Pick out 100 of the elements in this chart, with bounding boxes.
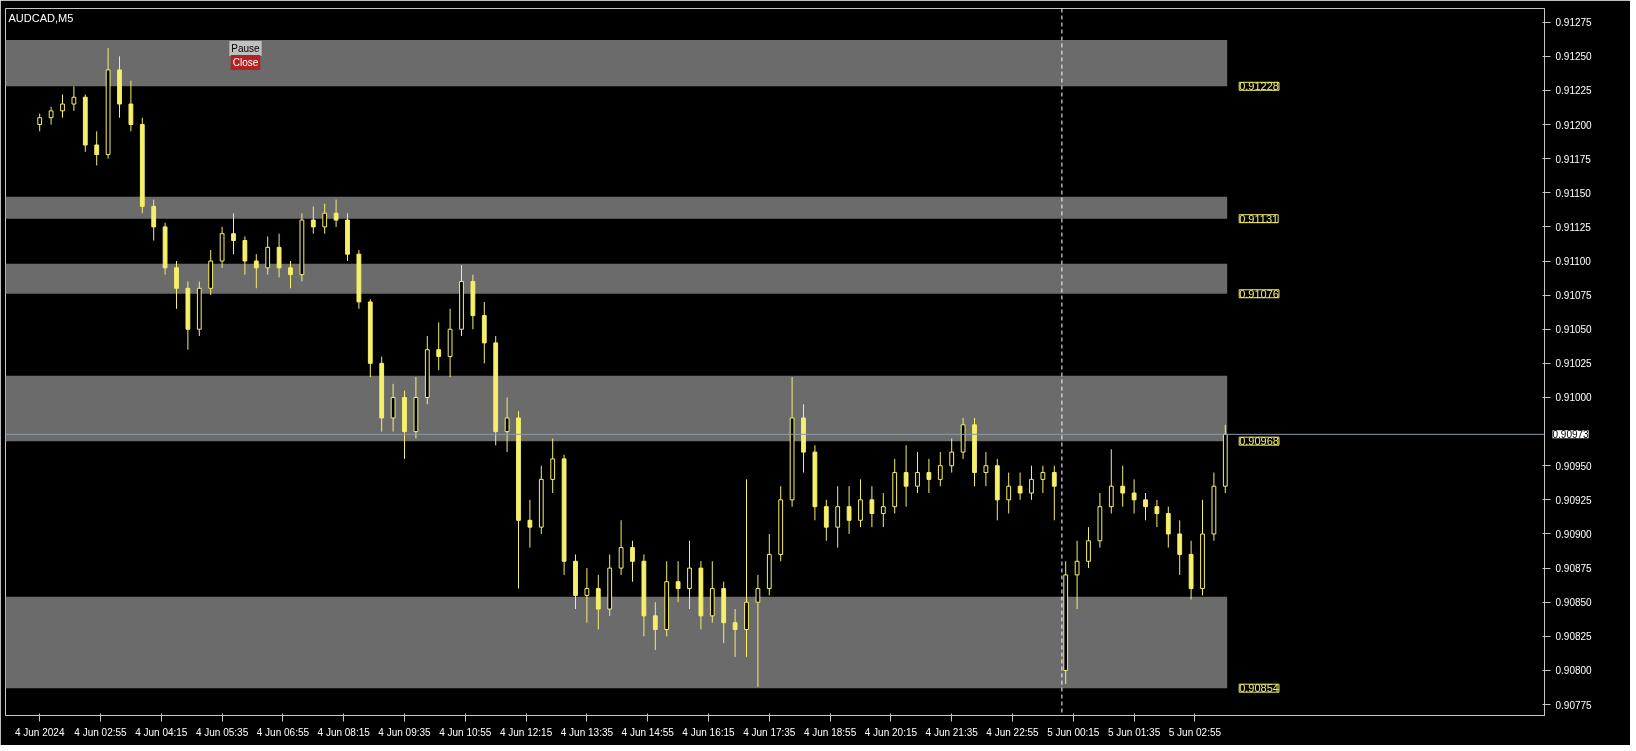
y-tick-label: 0.90775 xyxy=(1555,699,1593,711)
candlestick xyxy=(903,444,909,508)
candlestick xyxy=(1074,540,1080,610)
candlestick xyxy=(1131,478,1137,514)
candlestick xyxy=(231,212,236,255)
x-tick-label: 4 Jun 09:35 xyxy=(378,726,432,738)
candlestick xyxy=(835,485,841,549)
x-tick-label: 4 Jun 08:15 xyxy=(317,726,371,738)
candlestick xyxy=(128,80,134,132)
y-tick-label: 0.90800 xyxy=(1555,665,1593,677)
candlestick xyxy=(288,260,293,289)
candlestick xyxy=(937,451,943,487)
x-tick-label: 4 Jun 04:15 xyxy=(135,726,188,738)
x-tick-label: 4 Jun 13:35 xyxy=(560,726,614,738)
x-tick-label: 4 Jun 20:15 xyxy=(864,726,918,738)
candlestick xyxy=(322,203,328,235)
candlestick xyxy=(880,492,886,528)
candlestick xyxy=(1120,465,1126,508)
candlestick xyxy=(1040,465,1046,494)
x-tick-label: 4 Jun 16:15 xyxy=(682,726,736,738)
candlestick xyxy=(1165,506,1171,549)
y-tick-label: 0.90850 xyxy=(1555,597,1593,609)
candlestick xyxy=(823,499,829,542)
x-tick-label: 4 Jun 22:55 xyxy=(986,726,1040,738)
x-tick-label: 5 Jun 01:35 xyxy=(1107,726,1161,738)
x-tick-label: 4 Jun 18:55 xyxy=(803,726,857,738)
y-tick-label: 0.90950 xyxy=(1555,460,1593,472)
candlestick xyxy=(915,451,920,494)
ref-line-label: 0.90973 xyxy=(1552,429,1590,441)
candlestick xyxy=(755,574,761,688)
candlestick xyxy=(71,85,77,112)
candlestick xyxy=(595,574,601,631)
candlestick xyxy=(253,253,259,289)
x-tick-label: 4 Jun 17:35 xyxy=(743,726,796,738)
candlestick xyxy=(687,540,692,610)
candlestick xyxy=(310,205,316,235)
candlestick xyxy=(1086,526,1091,569)
y-tick-label: 0.91225 xyxy=(1555,85,1593,97)
candlestick xyxy=(926,458,932,494)
candlestick xyxy=(1143,492,1148,521)
x-tick-label: 4 Jun 02:55 xyxy=(74,726,128,738)
candlestick xyxy=(504,396,510,453)
candlestick xyxy=(436,321,442,371)
y-tick-label: 0.91275 xyxy=(1555,17,1593,29)
candlestick xyxy=(1108,448,1114,514)
candlestick xyxy=(1017,472,1023,501)
candlestick xyxy=(527,499,533,549)
candlestick xyxy=(949,437,955,474)
candlestick xyxy=(94,130,100,166)
y-tick-label: 0.91025 xyxy=(1555,358,1593,370)
x-tick-label: 4 Jun 14:55 xyxy=(621,726,675,738)
y-tick-label: 0.91200 xyxy=(1555,119,1593,131)
candlestick xyxy=(550,437,556,494)
candlestick xyxy=(983,451,989,487)
candlestick xyxy=(1177,519,1183,576)
candlestick xyxy=(48,106,54,126)
y-tick-label: 0.91175 xyxy=(1555,153,1592,165)
candlestick xyxy=(675,560,681,603)
x-tick-label: 4 Jun 06:55 xyxy=(256,726,310,738)
candlestick xyxy=(333,199,339,228)
x-tick-label: 4 Jun 05:35 xyxy=(195,726,249,738)
y-tick-label: 0.91000 xyxy=(1555,392,1593,404)
x-tick-label: 4 Jun 12:15 xyxy=(499,726,553,738)
candlestick xyxy=(652,601,658,651)
x-tick-label: 5 Jun 02:55 xyxy=(1168,726,1222,738)
candlestick xyxy=(869,485,875,528)
candlestick xyxy=(242,235,248,276)
y-tick-label: 0.90900 xyxy=(1555,528,1593,540)
candlestick xyxy=(265,235,271,276)
candlestick xyxy=(151,199,157,242)
candlestick xyxy=(1154,499,1160,528)
x-tick-label: 4 Jun 21:35 xyxy=(925,726,979,738)
x-tick-label: 4 Jun 10:55 xyxy=(439,726,492,738)
y-tick-label: 0.90925 xyxy=(1555,494,1593,506)
candlestick xyxy=(630,540,635,583)
candlestick xyxy=(1006,472,1012,514)
y-tick-label: 0.90875 xyxy=(1555,563,1593,575)
candlestick xyxy=(618,519,624,576)
candlestick xyxy=(858,478,863,528)
candlestick xyxy=(174,260,179,310)
y-tick-label: 0.91075 xyxy=(1555,290,1593,302)
candlestick xyxy=(1051,465,1057,521)
candlestick xyxy=(60,93,65,119)
x-tick-label: 4 Jun 2024 xyxy=(14,726,65,738)
y-tick-label: 0.91125 xyxy=(1555,221,1592,233)
y-tick-label: 0.91250 xyxy=(1555,51,1593,63)
annotation: Pause xyxy=(231,43,261,54)
y-tick-label: 0.91150 xyxy=(1555,187,1592,199)
y-tick-label: 0.91050 xyxy=(1555,324,1593,336)
candlestick xyxy=(1029,465,1034,501)
y-tick-label: 0.90825 xyxy=(1555,631,1593,643)
candlestick xyxy=(276,233,282,278)
candlestick xyxy=(846,485,852,535)
y-tick-label: 0.91100 xyxy=(1555,256,1592,267)
x-tick-label: 5 Jun 00:15 xyxy=(1047,726,1100,738)
candlestick xyxy=(390,383,396,433)
candlestick xyxy=(584,567,590,624)
candlestick xyxy=(732,608,738,658)
annotation: Close xyxy=(232,57,259,68)
chart-title: AUDCAD,M5 xyxy=(8,11,74,24)
